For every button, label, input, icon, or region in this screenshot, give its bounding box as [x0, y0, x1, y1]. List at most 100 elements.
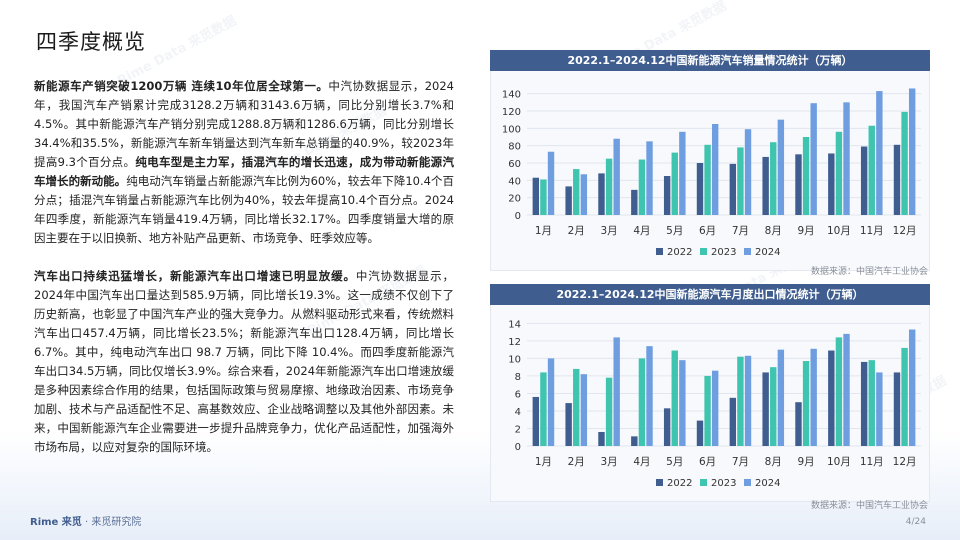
x-tick-label: 7月: [732, 225, 749, 237]
bar-2022-6: [696, 420, 704, 446]
y-tick-label: 12: [508, 337, 521, 348]
body-text: 纯电动汽车销量占新能源汽车比例为60%，较去年下降10.4个百分点；插混汽车销量…: [34, 174, 454, 245]
bar-2022-3: [598, 173, 605, 215]
bar-2022-9: [795, 154, 802, 215]
bar-2024-8: [777, 119, 785, 215]
x-tick-label: 8月: [765, 456, 782, 468]
bar-2024-12: [908, 88, 916, 215]
export-chart-source: 数据来源：中国汽车工业协会: [810, 501, 928, 511]
x-tick-label: 8月: [765, 225, 782, 237]
highlight-text: 新能源车产销突破1200万辆 连续10年位居全球第一。: [34, 79, 329, 93]
legend-label-2023: 2023: [711, 247, 736, 258]
highlight-text: 纯电车型是主力军，插混汽车的增长迅速，成为带动新能源汽车增长的新动能。: [34, 155, 454, 188]
bar-2023-5: [671, 350, 678, 446]
export-chart-body: 0 2 4 6 8 10 12 14 1月 2月 3月 4月 5月 6月 7月 8月 9月 10月 11月 12月 20…: [490, 305, 930, 502]
x-tick-label: 9月: [797, 225, 814, 237]
legend-label-2023: 2023: [711, 478, 736, 489]
legend-swatch-2024: [744, 248, 751, 255]
body-text: 中汽协数据显示，2024年，我国汽车产销累计完成3128.2万辆和3143.6万…: [34, 79, 455, 169]
bar-2024-8: [777, 349, 785, 446]
y-tick-label: 20: [508, 194, 521, 205]
bar-2022-11: [860, 146, 868, 215]
sales-chart-title: 2022.1–2024.12中国新能源汽车销量情况统计（万辆）: [490, 50, 930, 71]
x-tick-label: 12月: [893, 456, 917, 468]
bar-2023-10: [835, 337, 843, 446]
bar-2024-2: [580, 174, 588, 215]
bar-2024-9: [810, 103, 817, 215]
y-tick-label: 60: [508, 159, 521, 170]
legend-label-2022: 2022: [667, 478, 692, 489]
bar-2024-1: [547, 358, 555, 446]
bar-2024-9: [810, 348, 817, 446]
bar-2024-11: [876, 91, 883, 215]
bar-2023-12: [901, 347, 908, 446]
bar-2024-6: [711, 370, 719, 446]
x-tick-label: 3月: [600, 225, 617, 237]
bar-2022-5: [663, 408, 671, 446]
footer-brand: Rime 来觅: [30, 517, 82, 528]
bar-2022-9: [795, 402, 802, 446]
highlight-text: 汽车出口持续迅猛增长，新能源汽车出口增速已明显放缓。: [34, 269, 356, 283]
bar-2022-10: [828, 350, 835, 446]
legend-label-2024: 2024: [755, 478, 780, 489]
bar-2022-4: [631, 189, 638, 215]
x-tick-label: 11月: [860, 225, 884, 237]
export-chart-panel: 2022.1–2024.12中国新能源汽车月度出口情况统计（万辆） 0 2 4 6 8 1…: [490, 284, 930, 502]
bar-2022-11: [860, 361, 868, 446]
footer-logo: Rime 来觅 · 来觅研究院: [30, 513, 141, 528]
bar-2022-1: [532, 177, 540, 215]
x-tick-label: 11月: [860, 456, 884, 468]
bar-2023-11: [868, 125, 875, 215]
y-tick-label: 14: [508, 319, 521, 330]
bar-2024-7: [744, 355, 752, 446]
legend-label-2024: 2024: [755, 247, 780, 258]
y-tick-label: 140: [502, 90, 521, 101]
bar-2023-8: [770, 367, 777, 446]
bar-2023-2: [573, 368, 580, 446]
x-tick-label: 9月: [797, 456, 814, 468]
bar-2022-8: [762, 156, 769, 215]
x-tick-label: 1月: [535, 456, 552, 468]
bar-2022-7: [729, 397, 737, 446]
bar-2022-12: [893, 372, 901, 446]
x-tick-label: 6月: [699, 456, 716, 468]
bar-2023-10: [835, 131, 843, 215]
paragraph-sales: 新能源车产销突破1200万辆 连续10年位居全球第一。中汽协数据显示，2024年…: [34, 77, 454, 248]
x-tick-label: 1月: [535, 225, 552, 237]
x-tick-label: 7月: [732, 456, 749, 468]
bar-2023-6: [704, 144, 711, 215]
bar-2022-2: [565, 403, 572, 446]
y-tick-label: 0: [515, 442, 521, 453]
bar-2024-3: [613, 337, 620, 446]
bar-2022-4: [631, 436, 638, 446]
bar-2023-9: [802, 361, 810, 446]
legend-swatch-2022: [656, 479, 663, 486]
legend-label-2022: 2022: [667, 247, 692, 258]
footer-org: · 来觅研究院: [85, 517, 142, 528]
bar-2022-6: [696, 163, 704, 215]
bar-2024-12: [908, 329, 916, 446]
x-tick-label: 6月: [699, 225, 716, 237]
x-tick-label: 2月: [568, 225, 585, 237]
bar-2024-4: [646, 346, 653, 446]
y-tick-label: 10: [508, 354, 521, 365]
y-tick-label: 4: [515, 407, 521, 418]
bar-2023-1: [540, 372, 547, 446]
body-text: 中汽协数据显示，2024年中国汽车出口量达到585.9万辆，同比增长19.3%。…: [34, 269, 455, 454]
bar-2024-1: [547, 151, 555, 215]
x-tick-label: 12月: [893, 225, 917, 237]
bar-2022-12: [893, 144, 901, 215]
bar-2023-7: [737, 147, 744, 215]
bar-2023-7: [737, 356, 744, 446]
text-column: 新能源车产销突破1200万辆 连续10年位居全球第一。中汽协数据显示，2024年…: [34, 77, 454, 476]
page-number: 4/24: [905, 517, 926, 527]
bar-2023-9: [802, 137, 810, 215]
bar-2023-5: [671, 152, 678, 215]
bar-2022-7: [729, 163, 737, 215]
y-tick-label: 80: [508, 142, 521, 153]
bar-2023-3: [605, 377, 613, 446]
legend-swatch-2023: [700, 479, 707, 486]
bar-2023-2: [573, 169, 580, 215]
bar-2023-3: [605, 158, 613, 215]
bar-2024-3: [613, 138, 620, 215]
